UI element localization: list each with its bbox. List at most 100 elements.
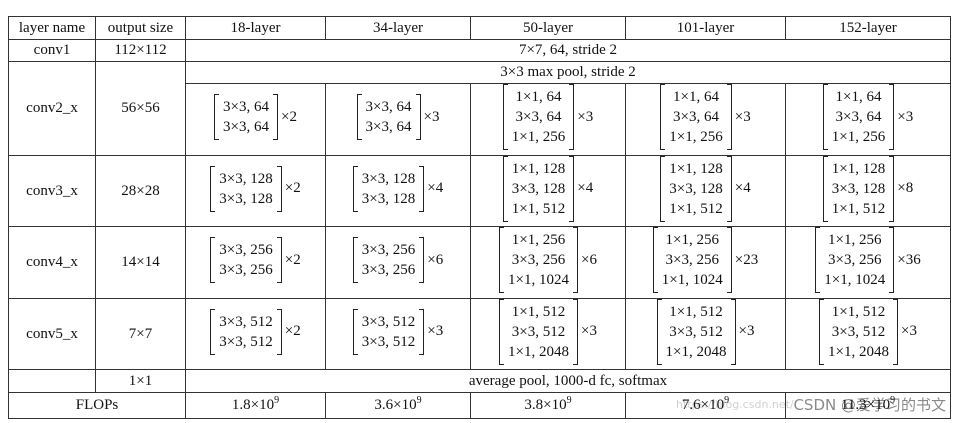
left-bracket (815, 227, 821, 293)
block-spec: 1×1, 128 3×3, 128 1×1, 512 ×4 (502, 155, 594, 222)
left-bracket (210, 308, 216, 355)
left-bracket (210, 165, 216, 212)
header-output-size: output size (95, 16, 186, 40)
left-bracket (352, 237, 358, 283)
block-line: 3×3, 256 (511, 252, 566, 268)
matrix-bracket: 3×3, 128 3×3, 128 (210, 165, 282, 212)
right-bracket (569, 84, 575, 150)
block-cell: 3×3, 64 3×3, 64 ×3 (325, 83, 471, 156)
block-cell: 1×1, 128 3×3, 128 1×1, 512 ×8 (785, 154, 951, 227)
conv5-row: conv5_x 7×7 3×3, 512 3×3, 512 ×2 3×3, 512 3×… (8, 297, 951, 370)
block-line: 3×3, 128 (831, 180, 886, 197)
block-line: 1×1, 1024 (661, 272, 723, 288)
right-bracket (726, 155, 732, 222)
flops-value: 11.3×109 (785, 392, 951, 419)
left-bracket (214, 94, 220, 140)
block-cell: 3×3, 64 3×3, 64 ×2 (185, 83, 326, 156)
resnet-architecture-table: layer name output size 18-layer 34-layer… (8, 16, 951, 419)
right-bracket (889, 155, 895, 222)
block-lines: 3×3, 512 3×3, 512 (215, 309, 276, 355)
block-line: 1×1, 512 (831, 303, 886, 320)
block-spec: 1×1, 512 3×3, 512 1×1, 2048 ×3 (499, 298, 597, 365)
stage-size: 56×56 (95, 61, 186, 156)
block-cell: 3×3, 128 3×3, 128 ×4 (325, 154, 471, 227)
block-cell: 1×1, 128 3×3, 128 1×1, 512 ×4 (470, 154, 626, 227)
flops-row: FLOPs 1.8×109 3.6×109 3.8×109 7.6×109 11.3×1… (8, 392, 951, 419)
block-multiplier: ×3 (734, 108, 751, 125)
block-line: 3×3, 256 (665, 252, 719, 268)
block-multiplier: ×4 (427, 180, 444, 197)
block-multiplier: ×3 (581, 323, 597, 340)
block-multiplier: ×2 (284, 323, 301, 340)
stage-name: conv4_x (8, 226, 96, 299)
block-cell: 3×3, 256 3×3, 256 ×2 (185, 226, 326, 299)
stage-size: 7×7 (95, 297, 186, 370)
block-lines: 1×1, 256 3×3, 256 1×1, 1024 (820, 227, 889, 293)
block-lines: 3×3, 512 3×3, 512 (358, 309, 419, 355)
block-line: 3×3, 512 (361, 313, 416, 330)
block-line: 3×3, 64 (223, 119, 269, 135)
block-line: 1×1, 2048 (665, 343, 727, 360)
block-cell: 1×1, 512 3×3, 512 1×1, 2048 ×3 (470, 297, 626, 370)
matrix-bracket: 3×3, 512 3×3, 512 (210, 308, 282, 355)
left-bracket (822, 84, 828, 150)
right-bracket (889, 227, 895, 293)
left-bracket (352, 165, 358, 212)
left-bracket (660, 84, 666, 150)
block-spec: 1×1, 64 3×3, 64 1×1, 256 ×3 (660, 84, 751, 150)
block-multiplier: ×6 (427, 251, 444, 268)
matrix-bracket: 1×1, 128 3×3, 128 1×1, 512 (822, 155, 895, 222)
block-line: 1×1, 256 (669, 129, 723, 145)
flops-exponent: 9 (724, 395, 730, 407)
block-line: 3×3, 256 (361, 262, 416, 278)
block-spec: 3×3, 512 3×3, 512 ×3 (352, 308, 443, 355)
matrix-bracket: 3×3, 128 3×3, 128 (352, 165, 425, 212)
stage-name: conv3_x (8, 154, 96, 227)
block-cell: 1×1, 64 3×3, 64 1×1, 256 ×3 (785, 83, 951, 156)
block-line: 3×3, 256 (828, 252, 882, 268)
left-bracket (822, 155, 828, 222)
block-multiplier: ×23 (734, 251, 759, 268)
block-cell: 3×3, 512 3×3, 512 ×3 (325, 297, 471, 370)
avgpool-row: 1×1 average pool, 1000-d fc, softmax (8, 369, 951, 393)
block-line: 3×3, 256 (361, 242, 416, 258)
pool-row: conv2_x 56×56 3×3 max pool, stride 2 (8, 61, 951, 156)
block-line: 1×1, 128 (669, 160, 723, 177)
block-lines: 3×3, 128 3×3, 128 (358, 166, 419, 212)
block-line: 3×3, 512 (219, 313, 273, 330)
block-lines: 1×1, 64 3×3, 64 1×1, 256 (508, 84, 569, 150)
block-multiplier: ×4 (734, 180, 751, 197)
matrix-bracket: 3×3, 64 3×3, 64 (356, 94, 421, 140)
block-multiplier: ×2 (284, 251, 301, 268)
block-cell: 1×1, 256 3×3, 256 1×1, 1024 ×23 (625, 226, 786, 299)
right-bracket (893, 298, 898, 365)
block-line: 1×1, 256 (831, 129, 886, 145)
block-spec: 3×3, 128 3×3, 128 ×4 (352, 165, 444, 212)
flops-label: FLOPs (8, 392, 186, 419)
flops-exponent: 9 (566, 395, 572, 407)
block-line: 1×1, 512 (669, 200, 723, 217)
header-layer-name: layer name (8, 16, 96, 40)
matrix-bracket: 3×3, 256 3×3, 256 (210, 237, 282, 283)
block-line: 3×3, 512 (361, 333, 416, 350)
block-multiplier: ×3 (738, 323, 755, 340)
block-line: 3×3, 64 (365, 119, 412, 135)
left-bracket (499, 227, 505, 293)
right-bracket (276, 237, 282, 283)
block-spec: 1×1, 256 3×3, 256 1×1, 1024 ×36 (815, 227, 921, 293)
block-cell: 3×3, 128 3×3, 128 ×2 (185, 154, 326, 227)
block-line: 3×3, 128 (669, 180, 723, 197)
conv1-size: 112×112 (95, 39, 186, 62)
block-spec: 1×1, 128 3×3, 128 1×1, 512 ×4 (660, 155, 751, 222)
block-multiplier: ×6 (581, 251, 597, 268)
block-cell: 3×3, 512 3×3, 512 ×2 (185, 297, 326, 370)
flops-exponent: 9 (274, 395, 280, 407)
watermark: CSDN @爱学习的书文 (793, 396, 946, 414)
left-bracket (352, 308, 358, 355)
block-cell: 1×1, 64 3×3, 64 1×1, 256 ×3 (625, 83, 786, 156)
block-line: 1×1, 1024 (508, 272, 569, 288)
block-lines: 1×1, 64 3×3, 64 1×1, 256 (828, 84, 889, 150)
block-lines: 3×3, 256 3×3, 256 (215, 237, 276, 283)
block-cell: 1×1, 128 3×3, 128 1×1, 512 ×4 (625, 154, 786, 227)
block-multiplier: ×4 (577, 180, 594, 197)
